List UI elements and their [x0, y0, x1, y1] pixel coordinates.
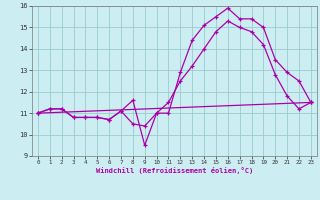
X-axis label: Windchill (Refroidissement éolien,°C): Windchill (Refroidissement éolien,°C)	[96, 167, 253, 174]
